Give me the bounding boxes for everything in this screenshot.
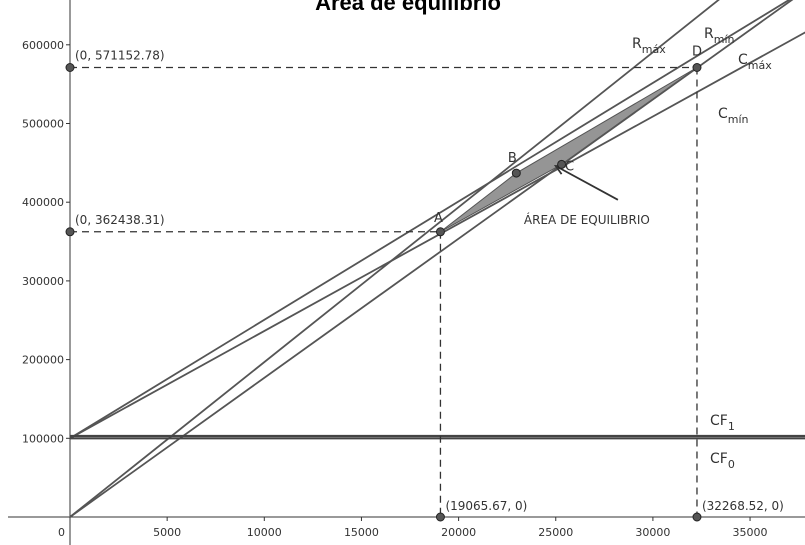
chart-title: Área de equilibrio	[315, 0, 501, 15]
series-lines	[69, 0, 805, 518]
x-tick-label: 30000	[635, 526, 670, 539]
series-label-r-0: Rmáx	[632, 36, 666, 56]
y-tick-label: 200000	[22, 354, 64, 367]
point-b	[511, 168, 521, 178]
series-label-c-2: Cmáx	[738, 52, 772, 72]
equilibrium-area	[440, 67, 698, 233]
point-x-lower	[435, 512, 445, 522]
points: A B C D	[65, 45, 702, 522]
point-y-upper	[65, 63, 75, 73]
point-label-y-upper: (0, 571152.78)	[75, 49, 165, 63]
point-label-y-lower: (0, 362438.31)	[75, 213, 165, 227]
x-tick-label: 20000	[441, 526, 476, 539]
point-a	[435, 227, 445, 237]
series-line-r-min	[69, 0, 794, 518]
series-label-c-3: Cmín	[718, 106, 749, 126]
point-label-a: A	[434, 211, 443, 226]
point-label-b: B	[508, 151, 517, 166]
y-tick-label: 600000	[22, 39, 64, 52]
series-line-c-max	[69, 0, 791, 440]
x-tick-label: 35000	[733, 526, 768, 539]
y-tick-label: 400000	[22, 196, 64, 209]
point-d	[692, 63, 702, 73]
series-line-r-max	[69, 0, 720, 518]
annotation-label: ÁREA DE EQUILIBRIO	[524, 212, 650, 227]
point-label-x-upper: (32268.52, 0)	[702, 499, 784, 513]
x-tick-label: 5000	[153, 526, 181, 539]
point-y-lower	[65, 227, 75, 237]
point-c	[557, 159, 567, 169]
point-x-upper	[692, 512, 702, 522]
x-tick-label: 15000	[344, 526, 379, 539]
y-tick-labels: 100000 200000 300000 400000 500000 600000	[22, 39, 70, 445]
y-tick-label: 300000	[22, 275, 64, 288]
dashed-guides	[70, 66, 698, 517]
point-label-c: C	[565, 159, 574, 174]
x-tick-label: 0	[58, 526, 65, 539]
point-label-d: D	[692, 45, 702, 60]
series-label-cf-5: CF0	[710, 451, 735, 471]
x-tick-label: 25000	[538, 526, 573, 539]
x-tick-labels: 0 5000 10000 15000 20000 25000 30000 35000	[58, 517, 768, 539]
series-label-r-1: Rmín	[704, 26, 735, 46]
x-tick-label: 10000	[247, 526, 282, 539]
series-label-cf-4: CF1	[710, 413, 735, 433]
point-label-x-lower: (19065.67, 0)	[445, 499, 527, 513]
y-tick-label: 500000	[22, 118, 64, 131]
y-tick-label: 100000	[22, 432, 64, 445]
